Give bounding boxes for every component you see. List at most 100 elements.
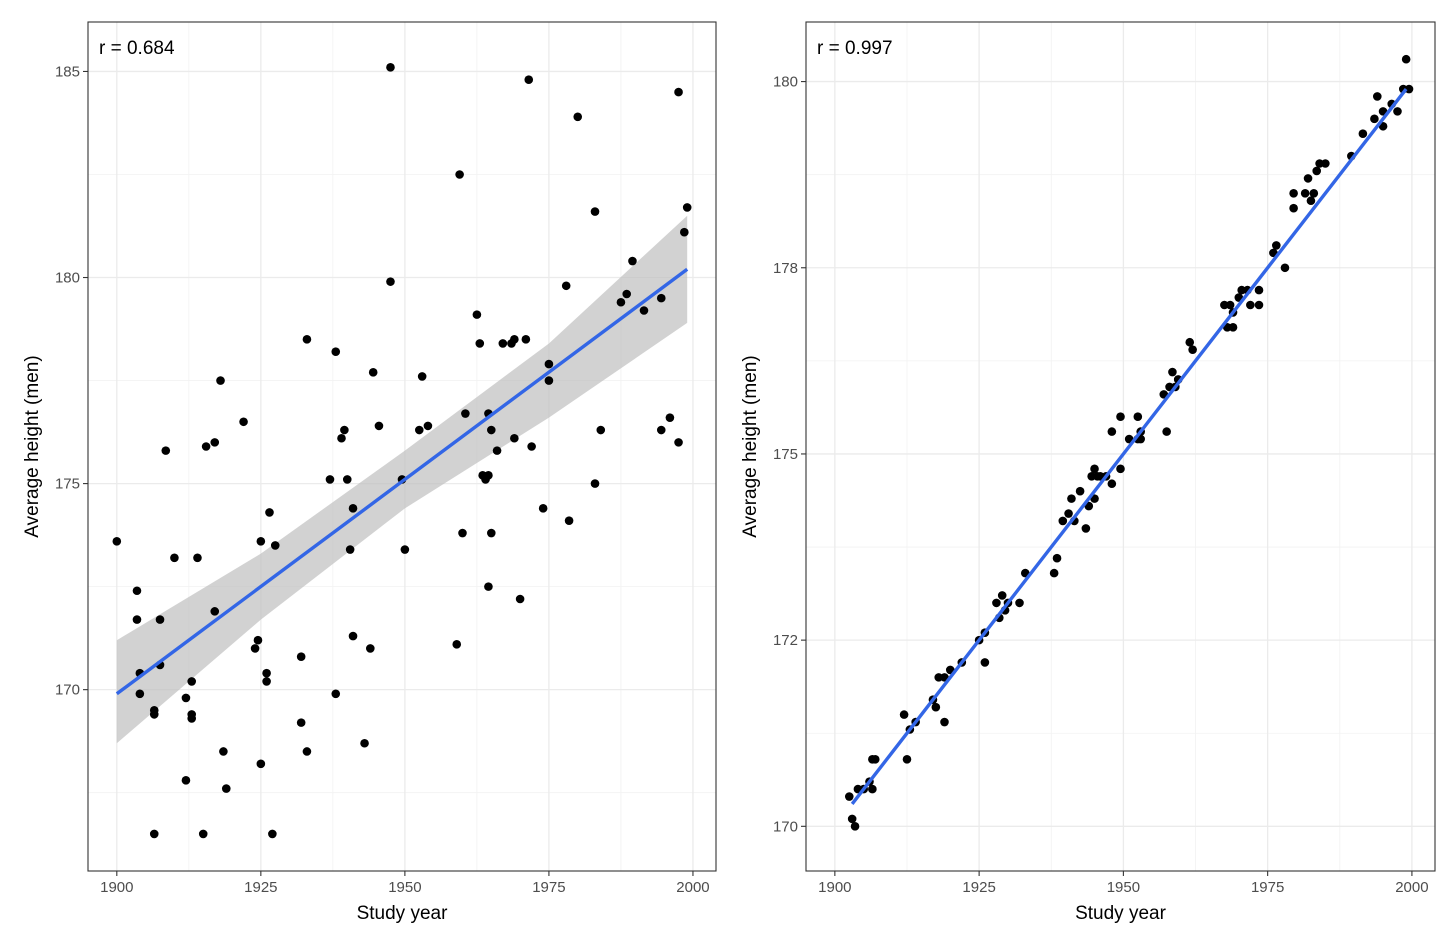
chart1-point-33 xyxy=(268,829,277,839)
chart1-point-40 xyxy=(331,689,341,699)
chart1-x-tick-label-2000: 2000 xyxy=(676,879,709,896)
chart2-point-23 xyxy=(992,598,1001,608)
left-scatter-panel: 1900 1925 1950 1975 2000 170 175 180 185 Study ye… xyxy=(22,21,717,924)
chart1-point-96 xyxy=(665,413,675,422)
chart1-point-70 xyxy=(487,425,496,435)
chart2-point-2 xyxy=(850,822,860,831)
chart2-y-tick-label-178: 178 xyxy=(773,260,798,277)
chart2-x-axis-title: Study year xyxy=(1075,903,1166,924)
chart1-point-84 xyxy=(561,281,571,291)
chart1-point-38 xyxy=(302,747,312,756)
chart1-point-23 xyxy=(219,747,228,756)
chart1-point-6 xyxy=(149,710,159,719)
chart2-point-46 xyxy=(1107,479,1117,489)
chart2-point-33 xyxy=(1064,509,1073,518)
chart2-x-tick-label-1900: 1900 xyxy=(818,879,851,896)
chart1-point-14 xyxy=(187,677,197,686)
chart1-point-41 xyxy=(331,347,341,357)
chart2-point-14 xyxy=(931,702,941,712)
chart1-point-20 xyxy=(210,438,220,447)
chart1-point-28 xyxy=(256,759,266,769)
chart2-point-86 xyxy=(1358,129,1368,139)
chart2-point-55 xyxy=(1162,427,1171,436)
chart1-x-axis-title: Study year xyxy=(357,903,448,924)
chart2-point-40 xyxy=(1090,464,1099,474)
chart1-point-4 xyxy=(135,689,145,699)
chart1-point-47 xyxy=(348,631,358,641)
chart1-point-53 xyxy=(386,277,395,286)
chart1-point-18 xyxy=(198,829,208,839)
chart1-point-64 xyxy=(475,339,485,348)
chart1-point-0 xyxy=(112,536,122,546)
chart1-panel-border xyxy=(87,21,717,872)
chart1-point-85 xyxy=(564,516,574,525)
chart1-point-100 xyxy=(682,203,692,212)
chart1-point-30 xyxy=(262,668,271,678)
chart1-point-91 xyxy=(622,289,631,299)
chart1-x-tick-label-1950: 1950 xyxy=(388,879,421,896)
chart2-x-tick-label-1950: 1950 xyxy=(1107,879,1140,896)
chart1-point-31 xyxy=(262,677,271,686)
chart2-x-tick-label-1925: 1925 xyxy=(962,879,995,896)
chart1-point-36 xyxy=(296,718,306,727)
chart1-point-59 xyxy=(452,640,462,649)
chart2-point-77 xyxy=(1289,188,1298,198)
chart1-point-69 xyxy=(484,582,493,591)
chart1-point-63 xyxy=(472,310,482,319)
chart1-point-26 xyxy=(250,644,260,653)
chart1-point-8 xyxy=(155,615,165,624)
chart1-point-45 xyxy=(345,545,355,554)
chart1-point-46 xyxy=(348,504,358,513)
chart1-point-56 xyxy=(414,425,424,435)
chart2-point-65 xyxy=(1228,323,1238,332)
chart2-x-tick-label-2000: 2000 xyxy=(1395,879,1428,896)
chart1-point-68 xyxy=(484,471,493,480)
chart1-point-22 xyxy=(216,376,225,385)
chart1-point-29 xyxy=(256,536,266,546)
chart1-point-57 xyxy=(417,372,427,381)
chart2-point-57 xyxy=(1168,367,1177,377)
chart2-point-94 xyxy=(1401,54,1411,64)
chart2-point-79 xyxy=(1303,174,1313,183)
chart1-point-13 xyxy=(181,693,191,703)
chart1-point-37 xyxy=(302,335,312,344)
chart1-point-12 xyxy=(181,776,191,785)
chart1-point-72 xyxy=(492,446,502,455)
chart2-point-64 xyxy=(1225,300,1235,310)
chart2-point-17 xyxy=(940,717,949,727)
chart1-point-49 xyxy=(366,644,375,653)
chart2-point-95 xyxy=(1404,84,1414,94)
chart2-y-tick-label-170: 170 xyxy=(773,818,798,835)
chart1-point-21 xyxy=(210,607,220,616)
chart2-point-31 xyxy=(1052,553,1062,563)
chart1-correlation-annotation: r = 0.684 xyxy=(99,38,175,59)
chart2-point-88 xyxy=(1372,92,1382,101)
chart2-point-87 xyxy=(1370,114,1379,124)
chart2-point-30 xyxy=(1049,568,1059,578)
chart1-point-98 xyxy=(674,438,683,447)
chart2-point-72 xyxy=(1254,300,1264,310)
chart2-point-51 xyxy=(1133,412,1143,422)
chart2-point-76 xyxy=(1289,203,1298,213)
chart2-point-48 xyxy=(1116,464,1125,474)
chart1-point-16 xyxy=(187,714,197,723)
chart2-point-0 xyxy=(844,792,854,801)
chart2-y-tick-label-172: 172 xyxy=(773,632,798,649)
chart2-point-25 xyxy=(997,591,1007,600)
chart2-point-9 xyxy=(899,710,909,719)
chart1-point-27 xyxy=(253,635,263,645)
chart2-panel-border xyxy=(805,21,1436,872)
chart1-point-39 xyxy=(325,475,335,484)
chart1-point-10 xyxy=(161,446,171,455)
chart1-point-17 xyxy=(193,553,202,563)
chart1-point-81 xyxy=(538,504,548,513)
chart1-point-92 xyxy=(628,256,637,266)
chart1-point-82 xyxy=(544,359,554,369)
chart1-point-60 xyxy=(455,170,464,179)
chart1-y-tick-label-170: 170 xyxy=(55,682,80,699)
chart1-point-79 xyxy=(524,75,534,84)
chart1-y-tick-label-180: 180 xyxy=(55,270,80,287)
chart1-point-73 xyxy=(498,339,508,348)
chart2-y-axis-title: Average height (men) xyxy=(740,355,761,537)
chart1-point-52 xyxy=(386,63,395,72)
